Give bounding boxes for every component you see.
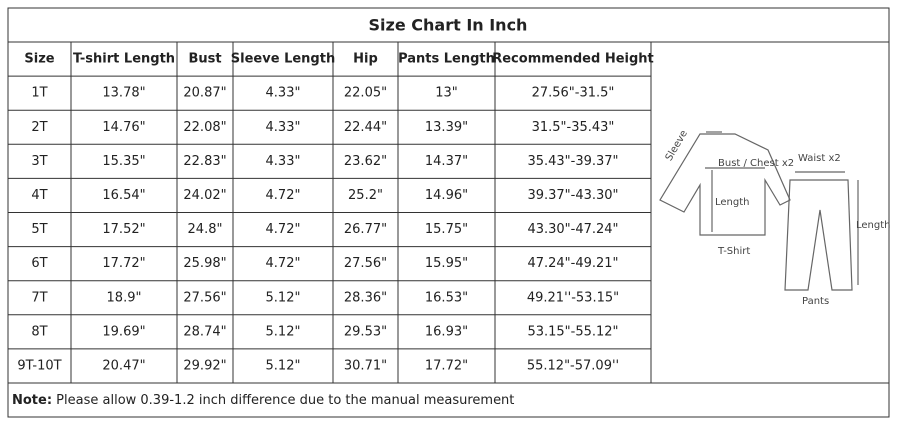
table-cell: 4.72" [266, 222, 301, 237]
column-header: Size [24, 52, 54, 67]
diagram-label: Length [715, 197, 750, 208]
table-cell: 6T [31, 256, 47, 271]
table-cell: 43.30"-47.24" [527, 222, 618, 237]
table-cell: 15.35" [102, 154, 145, 169]
table-cell: 27.56" [344, 256, 387, 271]
table-cell: 16.54" [102, 188, 145, 203]
table-cell: 15.95" [425, 256, 468, 271]
table-cell: 15.75" [425, 222, 468, 237]
table-cell: 13.78" [102, 86, 145, 101]
table-cell: 25.98" [183, 256, 226, 271]
table-cell: 22.05" [344, 86, 387, 101]
note-label: Note: [12, 393, 52, 408]
table-cell: 5.12" [266, 358, 301, 373]
table-cell: 55.12"-57.09'' [527, 358, 619, 373]
table-cell: 47.24"-49.21" [527, 256, 618, 271]
table-cell: 26.77" [344, 222, 387, 237]
table-cell: 7T [31, 290, 47, 305]
table-cell: 28.74" [183, 324, 226, 339]
table-cell: 53.15"-55.12" [527, 324, 618, 339]
column-header: Bust [188, 52, 221, 67]
table-cell: 17.52" [102, 222, 145, 237]
diagram-label: Pants [802, 296, 829, 307]
column-header: Sleeve Length [231, 52, 335, 67]
table-cell: 28.36" [344, 290, 387, 305]
table-cell: 14.76" [102, 120, 145, 135]
table-cell: 30.71" [344, 358, 387, 373]
table-cell: 4.33" [266, 86, 301, 101]
table-cell: 27.56" [183, 290, 226, 305]
table-cell: 22.83" [183, 154, 226, 169]
table-cell: 13.39" [425, 120, 468, 135]
table-cell: 5.12" [266, 324, 301, 339]
table-cell: 4.33" [266, 120, 301, 135]
column-header: T-shirt Length [73, 52, 175, 67]
table-cell: 25.2" [348, 188, 383, 203]
note: Note: Please allow 0.39-1.2 inch differe… [12, 393, 514, 408]
table-cell: 24.8" [188, 222, 223, 237]
diagram-label: Bust / Chest x2 [718, 158, 794, 169]
table-cell: 1T [31, 86, 47, 101]
table-cell: 23.62" [344, 154, 387, 169]
table-cell: 4.72" [266, 256, 301, 271]
diagram-label: T-Shirt [717, 246, 750, 257]
table-cell: 31.5"-35.43" [532, 120, 615, 135]
table-cell: 49.21''-53.15" [527, 290, 619, 305]
table-cell: 20.87" [183, 86, 226, 101]
table-cell: 16.53" [425, 290, 468, 305]
table-cell: 4.33" [266, 154, 301, 169]
table-cell: 39.37"-43.30" [527, 188, 618, 203]
table-cell: 3T [31, 154, 47, 169]
table-cell: 5T [31, 222, 47, 237]
table-cell: 20.47" [102, 358, 145, 373]
column-header: Recommended Height [492, 52, 654, 67]
diagram-label: Length [856, 220, 891, 231]
note-text: Please allow 0.39-1.2 inch difference du… [52, 393, 514, 408]
diagram-label: Waist x2 [798, 153, 841, 164]
table-title: Size Chart In Inch [369, 16, 528, 35]
table-cell: 16.93" [425, 324, 468, 339]
garment-illustration: Sleeve Bust / Chest x2 Length T-Shirt Wa… [659, 128, 891, 307]
table-cell: 8T [31, 324, 47, 339]
table-cell: 14.37" [425, 154, 468, 169]
table-cell: 27.56"-31.5" [532, 86, 615, 101]
table-cell: 22.44" [344, 120, 387, 135]
column-header: Pants Length [398, 52, 495, 67]
table-cell: 29.92" [183, 358, 226, 373]
table-cell: 2T [31, 120, 47, 135]
table-cell: 18.9" [107, 290, 142, 305]
table-cell: 13" [435, 86, 458, 101]
table-cell: 14.96" [425, 188, 468, 203]
column-header: Hip [353, 52, 378, 67]
table-cell: 35.43"-39.37" [527, 154, 618, 169]
table-cell: 22.08" [183, 120, 226, 135]
table-cell: 17.72" [102, 256, 145, 271]
table-cell: 24.02" [183, 188, 226, 203]
table-cell: 17.72" [425, 358, 468, 373]
table-cell: 29.53" [344, 324, 387, 339]
table-cell: 5.12" [266, 290, 301, 305]
table-cell: 19.69" [102, 324, 145, 339]
table-cell: 9T-10T [17, 358, 61, 373]
table-cell: 4T [31, 188, 47, 203]
table-cell: 4.72" [266, 188, 301, 203]
